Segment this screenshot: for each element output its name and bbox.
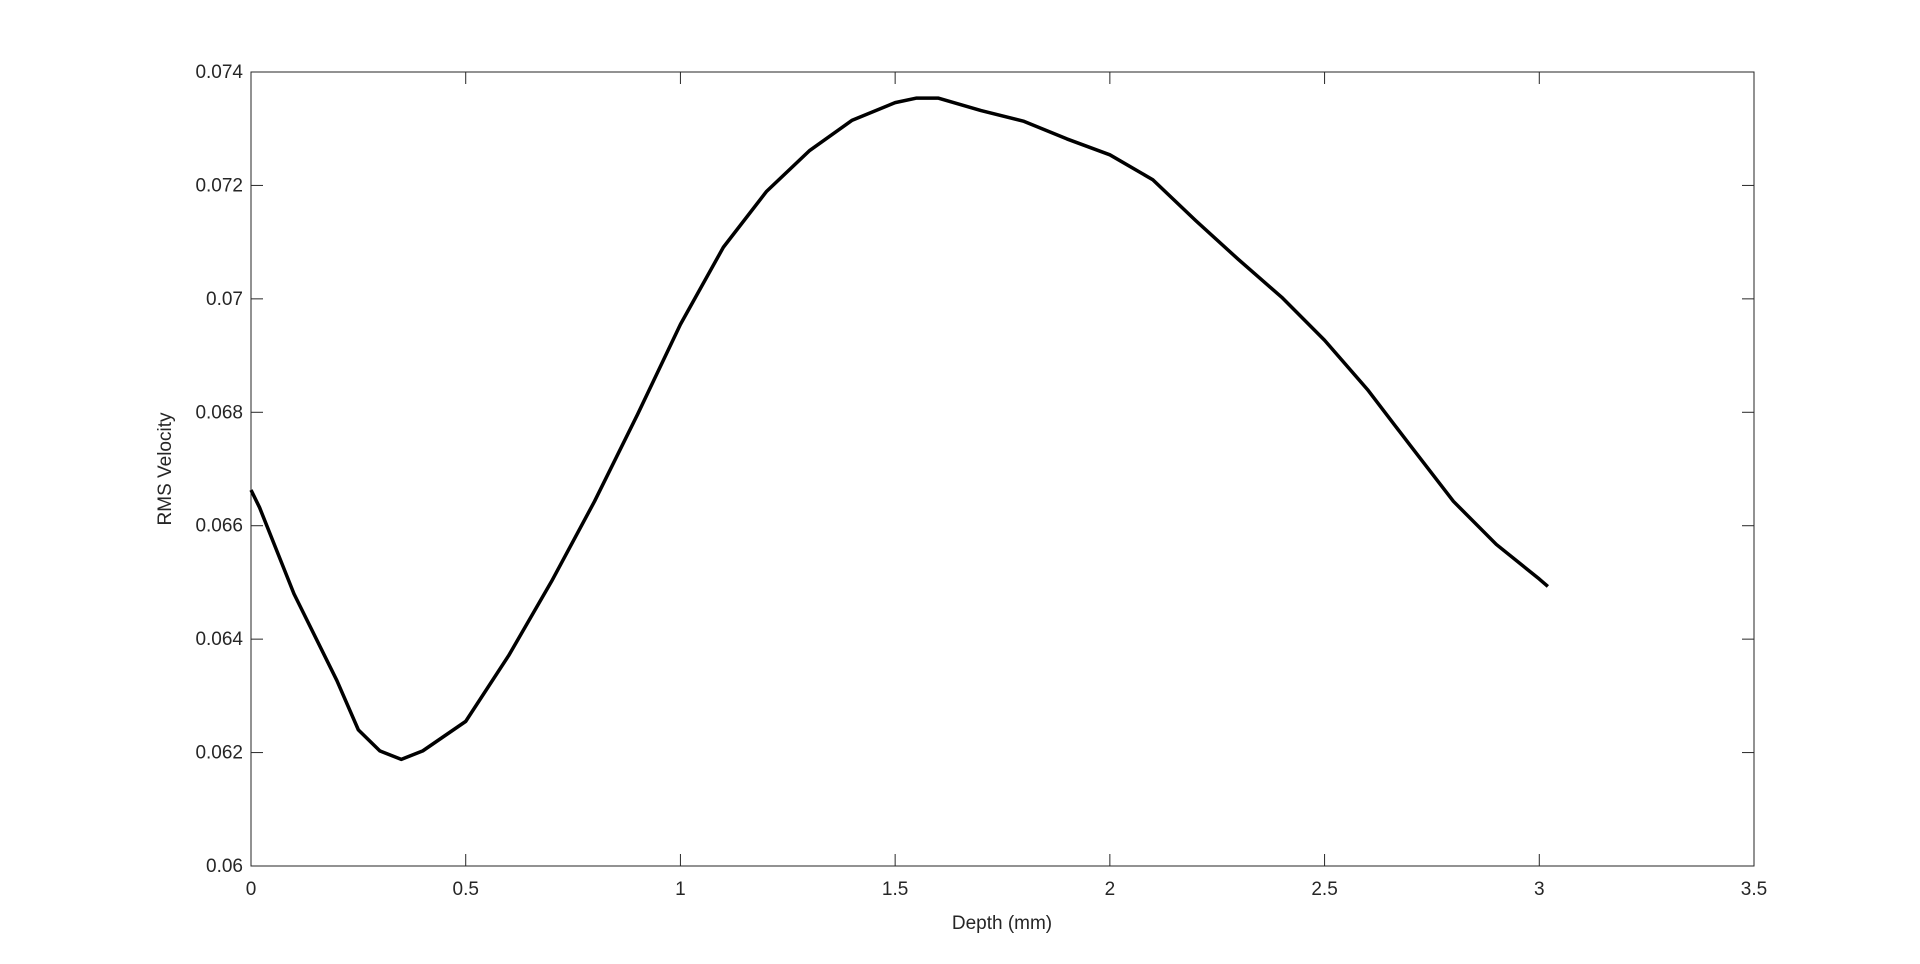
- y-tick-label: 0.064: [195, 629, 243, 650]
- y-tick-label: 0.068: [195, 402, 243, 423]
- plot-area: [250, 71, 1755, 867]
- y-tick-label: 0.074: [195, 62, 243, 83]
- data-line: [249, 96, 1550, 762]
- y-tick-label: 0.066: [195, 516, 243, 537]
- y-tick-label: 0.07: [206, 289, 243, 310]
- x-axis-label: Depth (mm): [952, 913, 1052, 934]
- x-tick-label: 0.5: [453, 879, 479, 900]
- x-tick-label: 2: [1105, 879, 1116, 900]
- x-tick-label: 2.5: [1311, 879, 1337, 900]
- x-tick-label: 3: [1534, 879, 1545, 900]
- y-tick-label: 0.06: [206, 856, 243, 877]
- x-tick-label: 1: [675, 879, 686, 900]
- x-tick-label: 1.5: [882, 879, 908, 900]
- x-tick-label: 0: [246, 879, 257, 900]
- y-axis-label: RMS Velocity: [155, 412, 176, 525]
- y-tick-label: 0.062: [195, 743, 243, 764]
- x-tick-label: 3.5: [1741, 879, 1767, 900]
- y-tick-label: 0.072: [195, 175, 243, 196]
